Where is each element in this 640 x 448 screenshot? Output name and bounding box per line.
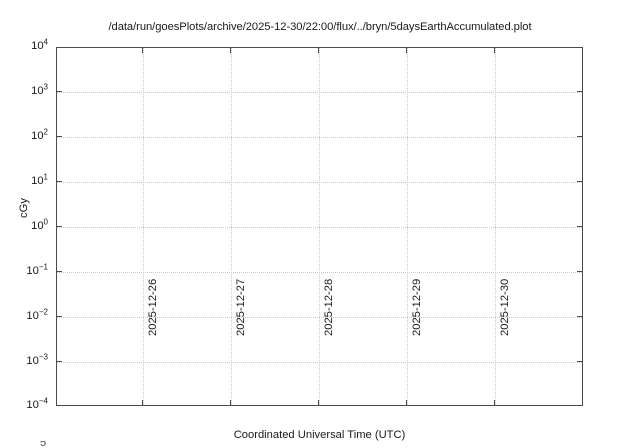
y-tick-mark-right-10e3: [577, 91, 583, 92]
x-tick-mark-2025-12-30: [494, 400, 495, 406]
x-tick-mark-top-2025-12-29: [406, 47, 407, 53]
y-tick-mark-10e-1: [56, 271, 62, 272]
plot-area: [56, 47, 583, 406]
x-tick-mark-2025-12-28: [318, 400, 319, 406]
gridline-vertical-2025-12-26: [143, 48, 144, 405]
y-tick-mark-10e-2: [56, 316, 62, 317]
x-tick-mark-top-2025-12-27: [230, 47, 231, 53]
gridline-vertical-2025-12-29: [407, 48, 408, 405]
x-tick-label-2025-12-30: 2025-12-30: [499, 278, 511, 336]
y-tick-mark-10e0: [56, 226, 62, 227]
y-tick-label-10e-1: 10−1: [26, 262, 48, 277]
y-tick-label-10e4: 104: [31, 37, 48, 52]
y-tick-label-10e-4: 10−4: [26, 396, 48, 411]
y-tick-mark-10e-3: [56, 361, 62, 362]
x-tick-label-2025-12-27: 2025-12-27: [235, 278, 247, 336]
x-tick-mark-top-2025-12-26: [142, 47, 143, 53]
gridline-vertical-2025-12-27: [231, 48, 232, 405]
x-tick-mark-2025-12-29: [406, 400, 407, 406]
legend-clipped-row: 5: [40, 441, 160, 448]
y-tick-label-10e0: 100: [31, 217, 48, 232]
chart-title: /data/run/goesPlots/archive/2025-12-30/2…: [108, 21, 532, 33]
x-tick-label-2025-12-26: 2025-12-26: [147, 278, 159, 336]
y-tick-label-10e1: 101: [31, 172, 48, 187]
y-tick-label-10e2: 102: [31, 127, 48, 142]
plot-inner: [57, 48, 582, 405]
y-tick-label-10e-2: 10−2: [26, 307, 48, 322]
data-series-layer: [57, 48, 582, 405]
y-tick-mark-10e3: [56, 91, 62, 92]
legend-clipped-text: 5: [40, 441, 47, 448]
y-tick-mark-right-10e0: [577, 226, 583, 227]
y-tick-mark-right-10e-1: [577, 271, 583, 272]
y-tick-label-10e3: 103: [31, 82, 48, 97]
x-tick-mark-2025-12-26: [142, 400, 143, 406]
x-tick-label-2025-12-28: 2025-12-28: [323, 278, 335, 336]
x-axis-title: Coordinated Universal Time (UTC): [233, 429, 406, 441]
y-tick-mark-right-10e1: [577, 181, 583, 182]
gridline-vertical-2025-12-30: [495, 48, 496, 405]
y-tick-mark-right-10e-2: [577, 316, 583, 317]
gridline-vertical-2025-12-28: [319, 48, 320, 405]
x-tick-mark-2025-12-27: [230, 400, 231, 406]
x-tick-label-2025-12-29: 2025-12-29: [411, 278, 423, 336]
x-tick-mark-top-2025-12-28: [318, 47, 319, 53]
y-tick-mark-right-10e-3: [577, 361, 583, 362]
x-tick-mark-top-2025-12-30: [494, 47, 495, 53]
y-tick-mark-right-10e2: [577, 136, 583, 137]
y-tick-label-10e-3: 10−3: [26, 352, 48, 367]
y-tick-mark-10e1: [56, 181, 62, 182]
y-tick-mark-10e2: [56, 136, 62, 137]
